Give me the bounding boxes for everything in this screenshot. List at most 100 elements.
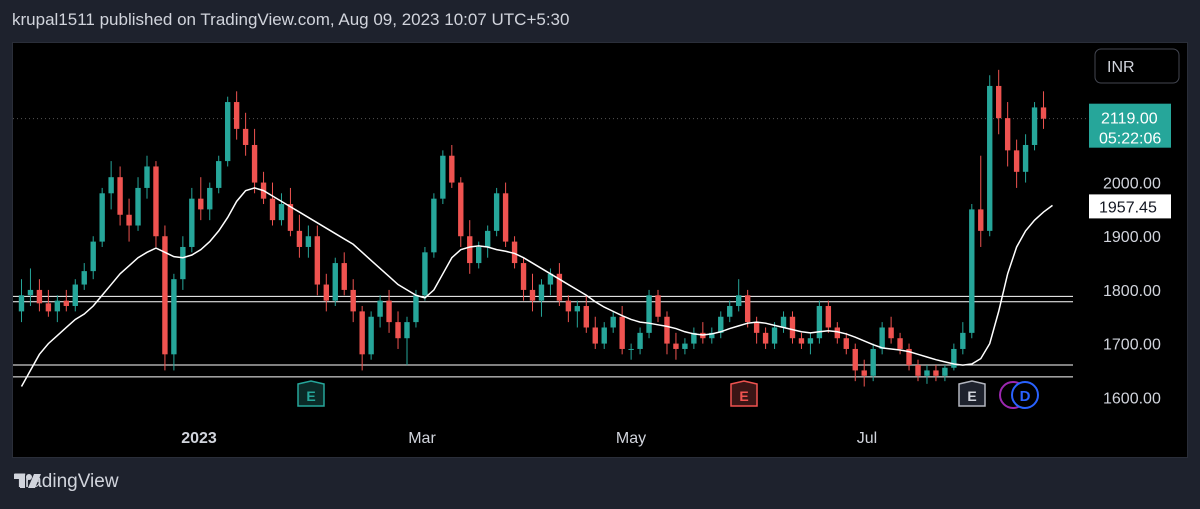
candle[interactable]	[216, 155, 222, 194]
candle[interactable]	[135, 177, 141, 231]
candle[interactable]	[386, 289, 392, 333]
candle[interactable]	[583, 295, 589, 333]
candle[interactable]	[789, 311, 796, 344]
candle[interactable]	[117, 166, 123, 226]
candle[interactable]	[18, 279, 25, 323]
candle[interactable]	[153, 161, 159, 247]
candle[interactable]	[1004, 102, 1011, 167]
candle[interactable]	[233, 91, 240, 140]
candle[interactable]	[888, 316, 894, 344]
candle[interactable]	[538, 279, 545, 317]
candle[interactable]	[269, 182, 276, 226]
candle[interactable]	[323, 273, 329, 312]
candle[interactable]	[780, 311, 787, 333]
candle[interactable]	[637, 327, 643, 355]
candle[interactable]	[341, 252, 347, 296]
candle[interactable]	[771, 322, 778, 349]
candle[interactable]	[260, 171, 267, 205]
candle[interactable]	[852, 343, 858, 382]
candle[interactable]	[825, 300, 832, 333]
candle[interactable]	[296, 214, 303, 258]
candle[interactable]	[126, 198, 132, 242]
candle[interactable]	[736, 279, 742, 312]
candle[interactable]	[1013, 139, 1020, 188]
candle[interactable]	[906, 343, 912, 371]
candle[interactable]	[762, 327, 769, 349]
candle[interactable]	[556, 263, 563, 307]
candle[interactable]	[36, 279, 43, 312]
candle[interactable]	[709, 327, 715, 344]
candle[interactable]	[458, 177, 464, 247]
candle[interactable]	[144, 155, 150, 199]
candle[interactable]	[287, 187, 294, 237]
candle[interactable]	[592, 316, 598, 349]
candle[interactable]	[843, 332, 849, 355]
candle[interactable]	[942, 365, 948, 382]
candle[interactable]	[90, 236, 96, 280]
candle[interactable]	[198, 177, 204, 221]
candle[interactable]	[718, 311, 724, 339]
candle[interactable]	[54, 295, 61, 323]
price-chart[interactable]: 1600.00 1700.00 1800.00 1900.00 2000.00 INR 21…	[13, 43, 1187, 457]
candle[interactable]	[798, 332, 805, 349]
candle[interactable]	[933, 365, 939, 382]
candle[interactable]	[305, 225, 312, 258]
candle[interactable]	[691, 327, 697, 349]
candle[interactable]	[969, 204, 975, 339]
candle[interactable]	[520, 257, 527, 301]
candle[interactable]	[960, 322, 966, 355]
candle[interactable]	[278, 193, 285, 226]
candle[interactable]	[915, 359, 921, 382]
candle[interactable]	[511, 236, 518, 269]
candle[interactable]	[108, 161, 114, 210]
candle[interactable]	[753, 316, 760, 344]
candle[interactable]	[529, 273, 536, 312]
candle[interactable]	[655, 289, 661, 323]
candle[interactable]	[314, 225, 321, 296]
candle[interactable]	[861, 359, 867, 387]
candle[interactable]	[1031, 102, 1038, 151]
earnings-marker-icon[interactable]: E	[958, 380, 986, 407]
ma-line[interactable]	[20, 187, 1053, 387]
earnings-marker-icon[interactable]: E	[730, 380, 758, 407]
candle[interactable]	[502, 182, 509, 247]
candle[interactable]	[404, 316, 410, 366]
candle[interactable]	[628, 343, 634, 360]
candle[interactable]	[99, 187, 105, 247]
candle[interactable]	[601, 322, 607, 349]
earnings-marker-icon[interactable]: E	[297, 380, 325, 407]
candle[interactable]	[682, 338, 688, 355]
dividend-marker-icon[interactable]: D	[999, 381, 1039, 409]
candle[interactable]	[440, 150, 446, 205]
candle[interactable]	[27, 268, 34, 307]
candle[interactable]	[1022, 134, 1029, 183]
candle[interactable]	[224, 96, 231, 167]
candle[interactable]	[924, 365, 930, 384]
candle[interactable]	[332, 257, 338, 307]
candle[interactable]	[242, 112, 249, 156]
candle[interactable]	[574, 300, 581, 328]
candle[interactable]	[395, 311, 401, 349]
candle[interactable]	[171, 273, 177, 371]
candle[interactable]	[63, 289, 69, 312]
candle[interactable]	[189, 187, 195, 253]
candle[interactable]	[744, 289, 751, 328]
candle[interactable]	[727, 300, 733, 323]
candle[interactable]	[72, 279, 78, 312]
candle[interactable]	[368, 311, 374, 360]
candle[interactable]	[951, 343, 957, 371]
candle[interactable]	[484, 225, 491, 258]
candle[interactable]	[807, 332, 814, 355]
candle[interactable]	[1040, 91, 1047, 129]
candle[interactable]	[547, 268, 554, 296]
candle[interactable]	[359, 306, 365, 371]
candle[interactable]	[646, 289, 652, 339]
candle[interactable]	[431, 193, 437, 258]
candle[interactable]	[664, 311, 670, 355]
candle[interactable]	[816, 300, 823, 344]
candle[interactable]	[81, 263, 87, 290]
candle[interactable]	[449, 144, 455, 188]
candle[interactable]	[610, 311, 616, 333]
candle[interactable]	[377, 295, 383, 328]
candle[interactable]	[879, 322, 885, 355]
